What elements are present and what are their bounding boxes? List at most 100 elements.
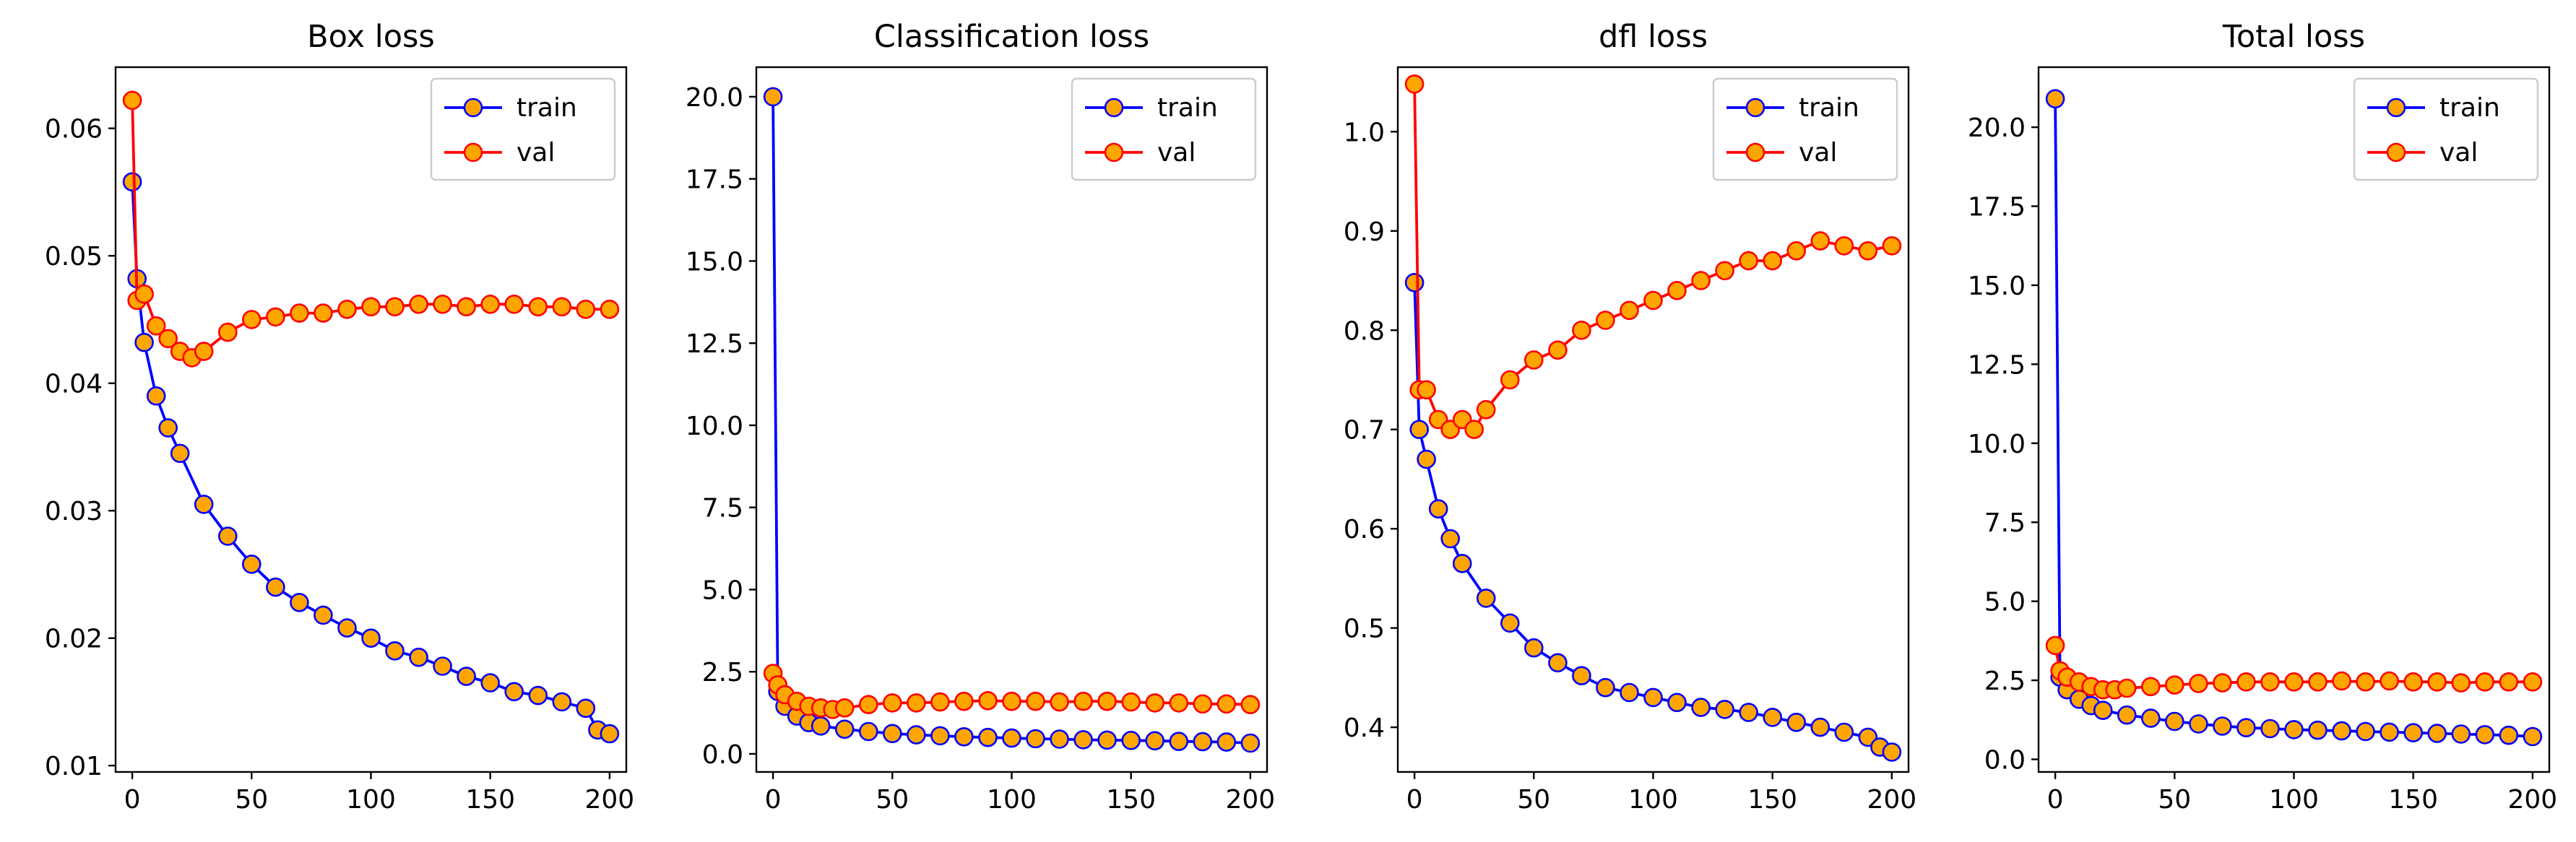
data-point-val (314, 303, 333, 323)
data-point-train (1050, 729, 1069, 749)
data-point-train (2141, 708, 2161, 728)
data-point-train (337, 618, 357, 638)
data-point-val (1548, 340, 1568, 360)
y-tick-label: 0.0 (702, 740, 743, 770)
data-point-train (1428, 499, 1448, 519)
data-point-train (2451, 724, 2471, 744)
data-point-train (1620, 682, 1639, 703)
data-point-train (1500, 613, 1520, 633)
data-point-train (2284, 720, 2304, 739)
y-tick-label: 0.01 (45, 752, 103, 781)
data-point-train (266, 577, 285, 597)
x-tick-label: 0 (124, 785, 141, 815)
data-point-val (433, 294, 452, 314)
legend-marker-val (1104, 142, 1124, 162)
data-point-train (122, 172, 142, 192)
y-tick-label: 15.0 (686, 247, 743, 277)
y-tick-label: 0.0 (1984, 745, 2026, 775)
data-point-train (134, 332, 154, 352)
legend-marker-train (2386, 97, 2406, 118)
data-point-val (1121, 692, 1141, 712)
data-point-val (2451, 673, 2471, 693)
legend-label-train: train (1157, 93, 1218, 123)
data-point-train (1810, 717, 1831, 737)
data-point-train (2380, 722, 2399, 742)
x-tick-label: 200 (1226, 785, 1276, 815)
x-tick-label: 200 (1867, 785, 1917, 815)
data-point-train (978, 727, 998, 747)
data-point-train (1452, 553, 1472, 573)
data-point-val (576, 299, 596, 319)
x-tick-label: 100 (987, 785, 1037, 815)
data-point-train (1240, 733, 1261, 753)
y-tick-label: 17.5 (686, 165, 743, 195)
data-point-train (528, 685, 548, 706)
data-point-val (504, 294, 524, 314)
data-point-train (1409, 420, 1429, 440)
plot-area (122, 90, 620, 744)
data-point-train (2260, 719, 2280, 739)
legend: train val (1071, 77, 1257, 181)
plot-area (1404, 74, 1902, 762)
plot-area (2045, 89, 2543, 747)
data-point-val (954, 691, 974, 711)
data-point-train (1763, 708, 1782, 727)
data-point-train (361, 628, 381, 648)
data-point-train (763, 87, 783, 107)
y-tick-label: 0.02 (45, 625, 103, 654)
legend: train val (1712, 77, 1898, 181)
data-point-val (1145, 693, 1164, 713)
data-point-train (457, 667, 476, 686)
data-point-train (146, 386, 166, 406)
y-tick-label: 2.5 (702, 658, 743, 687)
data-point-val (457, 297, 476, 317)
y-tick-label: 7.5 (1984, 508, 2026, 538)
data-point-train (834, 719, 855, 739)
data-point-val (2499, 672, 2519, 692)
data-point-val (1572, 320, 1591, 340)
data-point-val (337, 299, 357, 319)
data-point-train (2213, 716, 2232, 736)
data-point-train (600, 724, 620, 744)
data-point-val (1097, 691, 1117, 711)
data-point-val (2213, 673, 2232, 693)
y-tick-label: 0.06 (45, 115, 103, 144)
data-point-train (930, 726, 950, 746)
legend-label-val: val (2439, 138, 2478, 168)
data-point-train (1193, 732, 1213, 752)
legend-marker-train (1745, 97, 1765, 118)
y-tick-label: 0.7 (1344, 416, 1385, 446)
chart-title: Total loss (2222, 19, 2365, 55)
data-point-val (2189, 674, 2208, 693)
data-point-train (1404, 272, 1425, 292)
legend: train val (2353, 77, 2539, 181)
x-tick-label: 50 (876, 785, 909, 815)
legend-label-val: val (1157, 138, 1196, 168)
data-point-val (883, 693, 902, 713)
data-point-train (433, 656, 452, 676)
data-point-val (528, 297, 548, 317)
data-point-val (978, 690, 998, 711)
data-point-val (930, 692, 950, 712)
data-point-train (1572, 666, 1591, 686)
data-point-val (266, 307, 285, 327)
chart-panel-3: dfl loss 0 50 100 150 200 0.4 0.5 0.6 0.7 0.8 0.9 1.… (1344, 19, 1916, 815)
x-tick-label: 150 (1106, 785, 1156, 815)
data-point-train (1026, 729, 1045, 749)
data-point-train (552, 692, 572, 712)
data-point-val (2403, 672, 2423, 692)
series-line-train (2054, 98, 2533, 738)
data-point-val (1858, 240, 1878, 261)
y-tick-label: 7.5 (702, 494, 743, 524)
data-point-val (1834, 236, 1854, 256)
data-point-train (241, 554, 262, 574)
data-point-val (1763, 251, 1782, 271)
data-point-val (2236, 672, 2256, 692)
y-tick-label: 0.03 (45, 497, 103, 526)
y-tick-label: 10.0 (1968, 430, 2026, 459)
series-line-train (771, 96, 1250, 745)
data-point-train (194, 495, 214, 514)
data-point-val (1002, 691, 1021, 711)
data-point-train (409, 647, 428, 667)
